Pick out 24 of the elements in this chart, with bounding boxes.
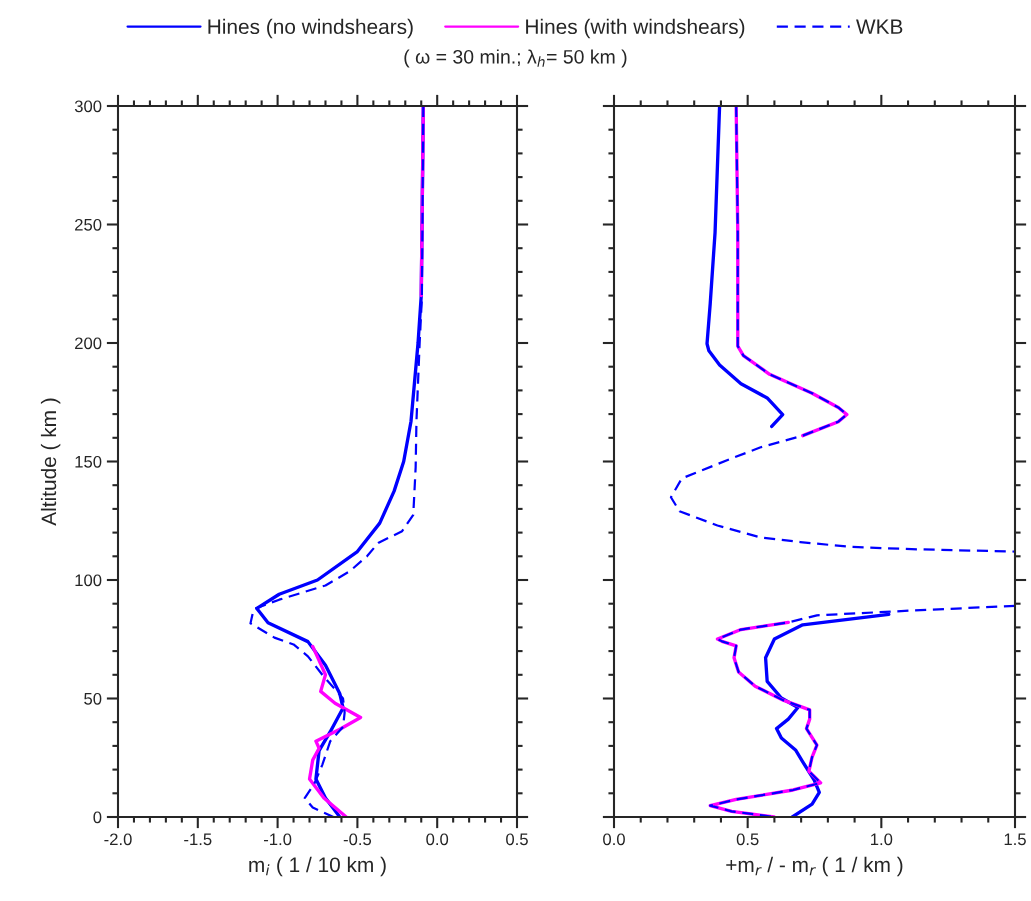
x-axis-title: m$_{i}$ ( 1 / 10 km ) [249,856,386,877]
y-tick-label: 300 [74,100,102,113]
legend-label: WKB [856,19,903,34]
x-tick-label: -2.0 [104,833,132,846]
x-tick-label: -1.5 [184,833,212,846]
chart-subtitle: ( ω = 30 min.; λ$_{h}$= 50 km ) [404,49,627,68]
x-tick-label: -1.0 [263,833,292,846]
x-tick-label: 0.5 [506,833,528,846]
y-tick-label: 250 [75,218,102,231]
x-tick-label: 0.0 [603,833,625,846]
x-tick-label: 0.0 [426,833,449,846]
x-tick-label: 0.5 [736,833,759,846]
legend-label: Hines (no windshears) [208,18,413,39]
y-tick-label: 200 [75,337,102,350]
x-tick-label: 1.5 [1004,833,1026,846]
x-axis-title: +m$_{r}$ / - m$_{r}$ ( 1 / km ) [726,856,903,877]
y-tick-label: 50 [84,692,102,705]
y-tick-label: 100 [75,574,102,587]
y-axis-title: Altitude ( km ) [40,398,61,526]
x-tick-label: 1.0 [871,833,893,846]
x-tick-label: -0.5 [343,833,372,846]
y-tick-label: 150 [75,455,102,468]
y-tick-label: 0 [93,811,102,824]
legend-label: Hines (with windshears) [526,18,745,39]
